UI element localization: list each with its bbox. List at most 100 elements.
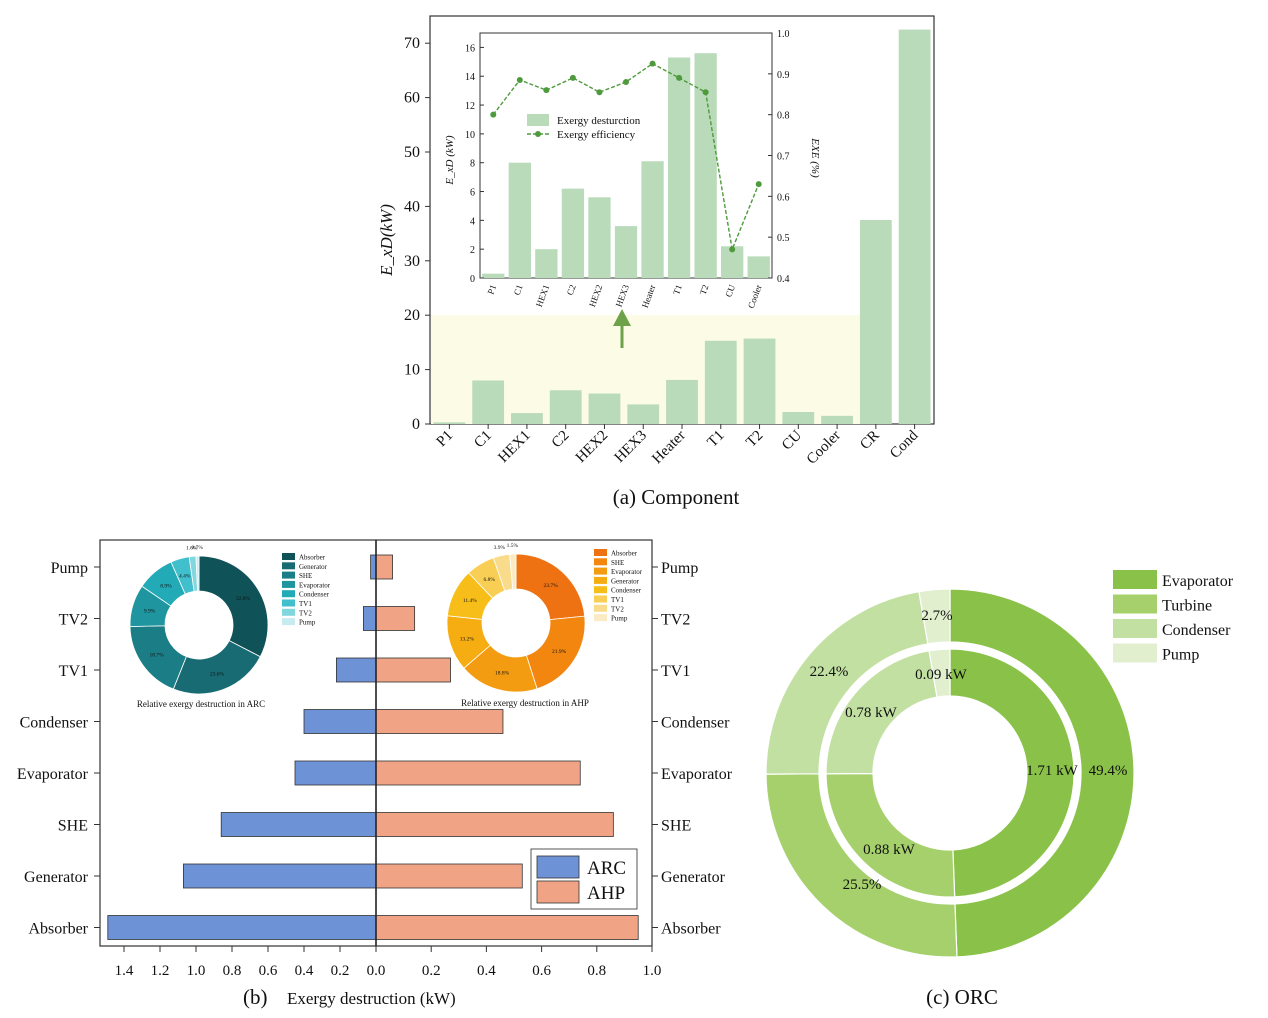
inset-y2-tick-label: 0.9 [777, 70, 790, 81]
inset-y-tick-label: 8 [470, 159, 475, 170]
inset-x-tick-label: P1 [486, 283, 499, 295]
legend-label-ahp: AHP [587, 883, 625, 904]
bar-CU [782, 412, 815, 424]
bar-Heater [666, 379, 698, 424]
inner-kw-label: 0.78 kW [845, 705, 898, 721]
y-tick-label: 70 [404, 35, 420, 52]
legend-swatch [282, 618, 295, 626]
arc-bar-Condenser [303, 709, 377, 734]
legend-label: Pump [1162, 647, 1199, 664]
inset-y-tick-label: 2 [470, 245, 475, 256]
x-tick-label: 0.8 [223, 963, 242, 979]
x-tick-label: HEX1 [495, 428, 533, 466]
ahp-bar-Generator [375, 863, 523, 889]
bar-HEX2 [588, 393, 621, 424]
separator-ring [819, 642, 1081, 904]
slice-percent-label: 23.7% [543, 583, 558, 589]
legend-label: SHE [611, 559, 624, 567]
legend-swatch [282, 580, 295, 588]
legend-label: TV1 [299, 600, 312, 608]
slice-percent-label: 3.9% [494, 545, 506, 551]
inner-kw-label: 0.88 kW [863, 842, 916, 858]
y-axis-label: E_xD(kW) [377, 204, 396, 277]
category-label-right: TV2 [661, 612, 690, 629]
ahp-bar-TV2 [375, 606, 416, 631]
ahp-bar-Pump [375, 554, 393, 580]
legend-label-arc: ARC [587, 858, 626, 879]
inset-bar-T2 [694, 53, 717, 279]
arc-bar-Pump [370, 554, 377, 580]
slice-Pump [195, 555, 200, 592]
outer-percent-label: 49.4% [1089, 763, 1128, 779]
efficiency-point [516, 76, 523, 83]
legend-swatch-Evaporator [1113, 570, 1157, 589]
legend-label: Condenser [611, 587, 642, 595]
ahp-bar-Evaporator [375, 760, 581, 786]
ahp-bar-Absorber [375, 915, 639, 940]
arc-bar-Evaporator [294, 760, 377, 786]
legend-swatch-arc [536, 855, 580, 879]
legend-swatch [594, 567, 607, 575]
panel-c: 49.4% 1.71 kW 25.5% 0.88 kW 22.4% 0.78 kW 2.7%… [765, 570, 1234, 1009]
inset-x-tick-label: C1 [512, 283, 525, 296]
legend-swatch [282, 599, 295, 607]
slice-percent-label: 6.8% [484, 577, 496, 583]
inset-bar-T1 [667, 57, 691, 278]
x-tick-label: 0.2 [422, 963, 441, 979]
inset-y2-axis-label: EXE (%) [809, 137, 821, 178]
x-tick-label: Cond [887, 427, 922, 462]
inset-x-tick-label: T1 [671, 283, 684, 296]
bar-C1 [472, 380, 505, 424]
ahp-bar-SHE [375, 812, 614, 837]
inset-bar-Heater [641, 161, 664, 278]
category-label-left: TV2 [59, 612, 88, 629]
slice-percent-label: 32.8% [236, 596, 251, 602]
legend-label: TV1 [611, 596, 624, 604]
bar-HEX3 [627, 404, 660, 424]
legend-swatch [594, 614, 607, 622]
legend-swatch-Condenser [1113, 619, 1157, 638]
inner-kw-label: 1.71 kW [1026, 763, 1079, 779]
inset-x-tick-label: HEX1 [534, 283, 551, 308]
x-tick-label: CR [857, 428, 882, 453]
x-tick-label: 0.8 [587, 963, 606, 979]
inset-y2-tick-label: 0.5 [777, 233, 790, 244]
legend-swatch [594, 604, 607, 612]
inner-slice-Pump [928, 648, 951, 698]
slice-percent-label: 13.2% [460, 636, 475, 642]
efficiency-point [543, 87, 550, 94]
legend-label: Evaporator [611, 568, 643, 576]
legend-swatch [282, 553, 295, 560]
y-tick-label: 0 [412, 416, 420, 433]
category-label-left: Generator [24, 869, 89, 886]
legend-label: Evaporator [299, 581, 331, 589]
category-label-left: SHE [58, 818, 88, 835]
inset-bar-CU [721, 246, 744, 278]
legend-swatch [594, 576, 607, 584]
efficiency-point [490, 111, 497, 118]
ahp-bar-TV1 [375, 657, 451, 683]
category-label-right: Generator [661, 869, 726, 886]
category-label-right: Pump [661, 560, 698, 577]
legend-label: SHE [299, 572, 312, 580]
panel-a-inset-chart: P1 C1 HEX1 C2 HEX2 HEX3 Heater T1 T2 CU Cooler 0 2 4 6… [444, 29, 821, 310]
slice-percent-label: 8.9% [160, 583, 172, 589]
inset-bar-Cooler [747, 256, 770, 278]
category-label-left: Pump [51, 560, 88, 577]
slice-percent-label: 23.6% [210, 671, 225, 677]
x-tick-label: CU [779, 427, 805, 453]
y-tick-label: 10 [404, 362, 420, 379]
inset-y-tick-label: 10 [465, 130, 475, 141]
category-label-left: Condenser [20, 715, 89, 732]
inset-y-axis-label: E_xD (kW) [444, 135, 456, 186]
category-label-left: Absorber [28, 921, 88, 938]
y-tick-label: 30 [404, 253, 420, 270]
slice-percent-label: 0.7% [192, 545, 204, 551]
slice-percent-label: 1.5% [507, 543, 519, 549]
panel-c-orc-donut: 49.4% 1.71 kW 25.5% 0.88 kW 22.4% 0.78 kW 2.7%… [765, 588, 1135, 958]
bar-T1 [704, 340, 737, 424]
arc-bar-Absorber [107, 915, 377, 940]
legend-label: Pump [299, 619, 316, 627]
